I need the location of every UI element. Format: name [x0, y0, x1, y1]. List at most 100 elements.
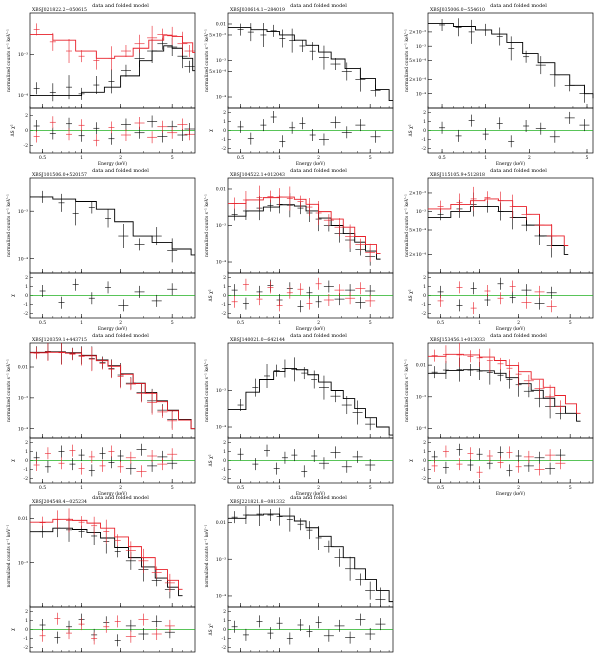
data-point — [365, 581, 376, 600]
chart-panel-10: data and folded model XBSJ204548.4−025234… — [6, 495, 196, 653]
data-point — [167, 26, 178, 45]
x-tick-label: 5 — [569, 485, 572, 491]
y-tick-label: 0.01 — [416, 363, 426, 369]
x-tick-label: 2 — [517, 320, 520, 326]
x-tick-label: 1 — [278, 485, 281, 491]
data-point — [136, 384, 147, 403]
spectrum-frame — [227, 504, 394, 608]
spectrum-frame — [227, 342, 394, 439]
residual-point — [355, 282, 366, 295]
x-tick-label: 5 — [369, 485, 372, 491]
residual-point — [323, 629, 334, 642]
residual-point — [78, 618, 85, 631]
data-point — [66, 508, 73, 533]
x-axis-label: Energy (keV) — [296, 162, 326, 167]
residual-point — [120, 129, 131, 141]
x-tick-label: 2 — [528, 155, 531, 161]
residual-tick-label: 0 — [25, 627, 28, 633]
residual-point — [345, 292, 356, 305]
data-point — [242, 190, 249, 209]
residual-tick-label: 0 — [25, 293, 28, 299]
residual-axis-label: ΔS χ² — [208, 454, 214, 466]
x-axis-label: Energy (keV) — [296, 492, 326, 497]
residual-point — [439, 121, 446, 134]
x-tick-label: 1 — [80, 155, 83, 161]
data-point — [549, 62, 560, 87]
chart-panel-8: data and folded model XBSJ140021.0−642144… — [204, 333, 394, 497]
data-point — [299, 39, 306, 52]
residual-point — [467, 447, 474, 460]
residual-point — [99, 459, 106, 472]
residual-tick-label: 0 — [423, 293, 426, 299]
residual-point — [306, 297, 313, 310]
residual-tick-label: 0 — [223, 627, 226, 633]
residual-point — [509, 280, 516, 293]
y-tick-label: 2×10⁻⁴ — [409, 77, 426, 83]
y-tick-label: 10⁻⁴ — [216, 95, 226, 101]
residual-point — [355, 119, 366, 132]
residual-point — [437, 294, 444, 307]
residual-point — [330, 116, 341, 129]
x-tick-label: 2 — [317, 155, 320, 161]
y-tick-label: 0.01 — [216, 22, 226, 28]
panel-title: data and folded model — [490, 333, 547, 339]
data-point — [267, 190, 274, 203]
residual-point — [125, 451, 136, 464]
residual-point — [365, 294, 376, 307]
data-point — [306, 521, 313, 540]
residual-point — [579, 119, 590, 132]
y-tick-label: 10⁻³ — [416, 394, 426, 400]
residual-point — [103, 620, 110, 633]
x-axis-label: Energy (keV) — [496, 492, 526, 497]
residual-point — [370, 130, 381, 143]
residual-point — [114, 634, 121, 647]
residual-point — [534, 451, 545, 464]
x-tick-label: 0.5 — [437, 485, 444, 491]
residual-point — [78, 119, 85, 132]
y-tick-label: 10⁻³ — [416, 209, 426, 215]
residual-tick-label: -1 — [222, 137, 227, 143]
data-point — [33, 347, 40, 360]
data-point — [509, 194, 516, 219]
data-point — [49, 32, 56, 51]
data-point — [467, 364, 474, 377]
x-tick-label: 5 — [171, 485, 174, 491]
y-tick-label: 0.01 — [18, 516, 28, 522]
residual-point — [134, 285, 145, 298]
residual-point — [341, 126, 352, 139]
residual-point — [286, 632, 293, 645]
y-axis-label: normalized counts s⁻¹ keV⁻¹ — [204, 29, 210, 92]
data-point — [88, 347, 95, 372]
residual-point — [231, 284, 238, 297]
residual-point — [237, 448, 244, 461]
data-point — [341, 396, 352, 415]
x-tick-label: 1 — [478, 320, 481, 326]
residual-point — [301, 465, 308, 478]
residual-point — [318, 133, 329, 146]
data-point — [99, 357, 106, 370]
residual-point — [306, 625, 313, 638]
data-point — [439, 18, 446, 31]
residual-point — [375, 618, 386, 631]
residual-tick-label: 1 — [223, 119, 226, 125]
x-axis-label: Energy (keV) — [98, 327, 128, 332]
residual-point — [39, 629, 46, 642]
residual-point — [546, 300, 557, 313]
residual-point — [484, 285, 491, 297]
residual-point — [365, 628, 376, 640]
residual-point — [273, 462, 280, 475]
residual-point — [456, 443, 463, 456]
data-point — [297, 195, 304, 208]
data-point — [334, 218, 345, 237]
residual-point — [508, 135, 515, 148]
residual-point — [264, 444, 271, 457]
residual-point — [231, 620, 238, 633]
residual-point — [54, 631, 61, 644]
residual-point — [88, 292, 95, 305]
residual-tick-label: -2 — [422, 146, 427, 152]
y-axis-label: normalized counts s⁻¹ keV⁻¹ — [6, 524, 12, 587]
data-point — [484, 191, 491, 204]
data-point — [78, 50, 85, 63]
y-tick-label: 10⁻³ — [18, 52, 28, 58]
data-point — [78, 516, 85, 529]
